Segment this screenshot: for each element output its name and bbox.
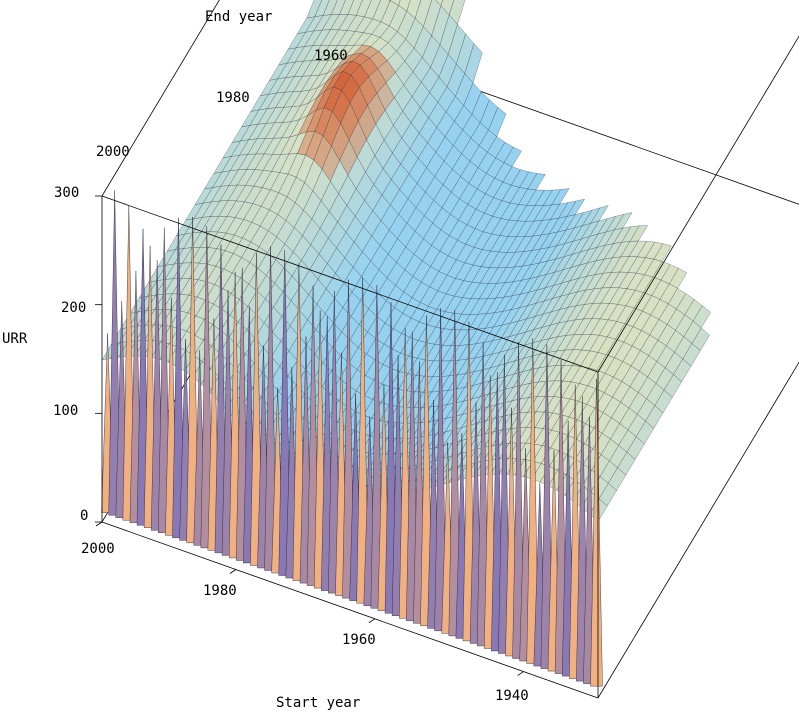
cliff-blade: [342, 279, 355, 599]
end-year-tick-label: 1960: [314, 48, 348, 64]
cliff-blade: [356, 277, 369, 604]
axis-ticks: [95, 195, 524, 676]
urr-tick-label: 300: [54, 185, 79, 201]
urr-tick-label: 200: [61, 300, 86, 316]
cliff-blade: [526, 338, 539, 664]
end-year-axis-label: End year: [205, 9, 272, 25]
box-edge: [597, 361, 799, 699]
cliff-blade: [264, 246, 277, 571]
cliff-blade: [370, 285, 384, 609]
cliff-blade: [200, 226, 213, 549]
urr-tick-label: 0: [80, 508, 88, 524]
surface-mesh: [101, 0, 711, 687]
cliff-blade: [186, 216, 199, 544]
cliff-blade: [250, 252, 263, 566]
x-tick: [517, 671, 524, 676]
cliff-blade: [590, 378, 603, 687]
x-tick: [229, 569, 237, 574]
box-edge: [101, 0, 220, 197]
cliff-blade: [172, 217, 185, 539]
bounding-box-front: [101, 35, 799, 699]
cliff-blade: [512, 341, 525, 659]
box-edge: [597, 35, 799, 373]
end-year-tick-label: 2000: [96, 144, 130, 160]
urr-axis-label: URR: [2, 331, 28, 347]
cliff-blade: [278, 250, 291, 576]
start-year-tick-label: 1960: [342, 632, 376, 648]
start-year-tick-label: 2000: [81, 541, 115, 557]
end-year-tick-label: 1980: [216, 90, 250, 106]
x-tick: [368, 618, 376, 624]
cliff-blade: [434, 308, 447, 632]
x-tick: [95, 521, 103, 527]
start-year-tick-label: 1940: [495, 688, 529, 704]
start-year-axis-label: Start year: [276, 695, 360, 711]
cliff-blade: [448, 310, 461, 637]
cliff-blade: [108, 190, 121, 516]
start-year-tick-label: 1980: [203, 583, 237, 599]
cliff-blade: [540, 344, 554, 669]
box-edge: [101, 521, 599, 699]
urr-tick-label: 100: [53, 403, 78, 419]
box-edge: [101, 195, 599, 373]
